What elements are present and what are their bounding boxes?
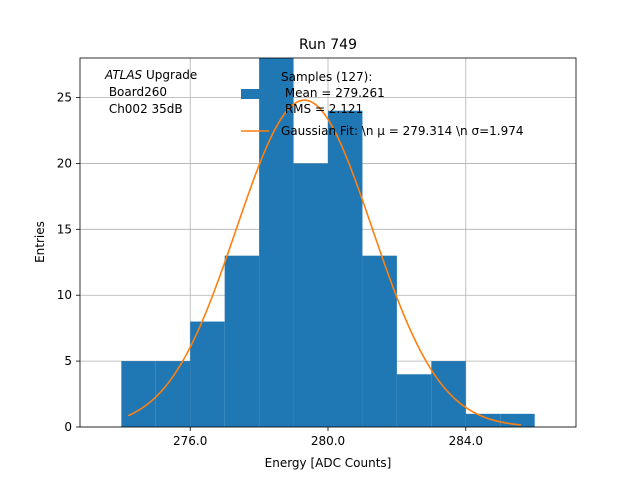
histogram-bar <box>259 58 294 427</box>
svg-text:ATLAS Upgrade: ATLAS Upgrade <box>104 68 197 82</box>
histogram-bar <box>190 321 225 427</box>
histogram-bar <box>224 255 260 427</box>
legend-mean-label: Mean = 279.261 <box>281 86 385 100</box>
x-tick-label: 280.0 <box>311 434 345 448</box>
histogram-bar <box>431 361 466 427</box>
y-tick-label: 5 <box>64 354 72 368</box>
y-tick-label: 25 <box>57 91 72 105</box>
histogram-bar <box>396 374 432 427</box>
x-axis-label: Energy [ADC Counts] <box>265 456 392 470</box>
annotation-channel: Ch002 35dB <box>105 102 183 116</box>
histogram-bar <box>465 413 501 427</box>
y-axis-ticks: 0 5 10 15 20 25 <box>57 91 80 434</box>
atlas-annotation: ATLAS Upgrade Board260 Ch002 35dB <box>104 68 197 116</box>
histogram-bar <box>121 361 156 427</box>
y-tick-label: 0 <box>64 420 72 434</box>
histogram-bar <box>293 163 328 427</box>
histogram-bar <box>328 110 363 427</box>
x-tick-label: 276.0 <box>173 434 207 448</box>
histogram-bar <box>155 361 191 427</box>
y-tick-label: 15 <box>57 222 72 236</box>
x-tick-label: 284.0 <box>449 434 483 448</box>
chart-title: Run 749 <box>299 37 357 53</box>
y-tick-label: 10 <box>57 288 72 302</box>
legend: Samples (127): Mean = 279.261 RMS = 2.12… <box>241 70 524 138</box>
gaussian-fit-curve <box>127 99 521 426</box>
y-tick-label: 20 <box>57 156 72 170</box>
annotation-board: Board260 <box>105 85 167 99</box>
legend-samples-label: Samples (127): <box>281 70 372 84</box>
legend-histogram-swatch <box>241 89 269 99</box>
legend-fit-label: Gaussian Fit: \n μ = 279.314 \n σ=1.974 <box>281 124 524 138</box>
histogram-bars <box>121 58 535 427</box>
legend-rms-label: RMS = 2.121 <box>281 102 363 116</box>
y-axis-label: Entries <box>33 221 47 263</box>
histogram-bar <box>362 255 397 427</box>
x-axis-ticks: 276.0 280.0 284.0 <box>173 427 483 448</box>
annotation-atlas: ATLAS <box>104 68 143 82</box>
annotation-upgrade: Upgrade <box>142 68 197 82</box>
